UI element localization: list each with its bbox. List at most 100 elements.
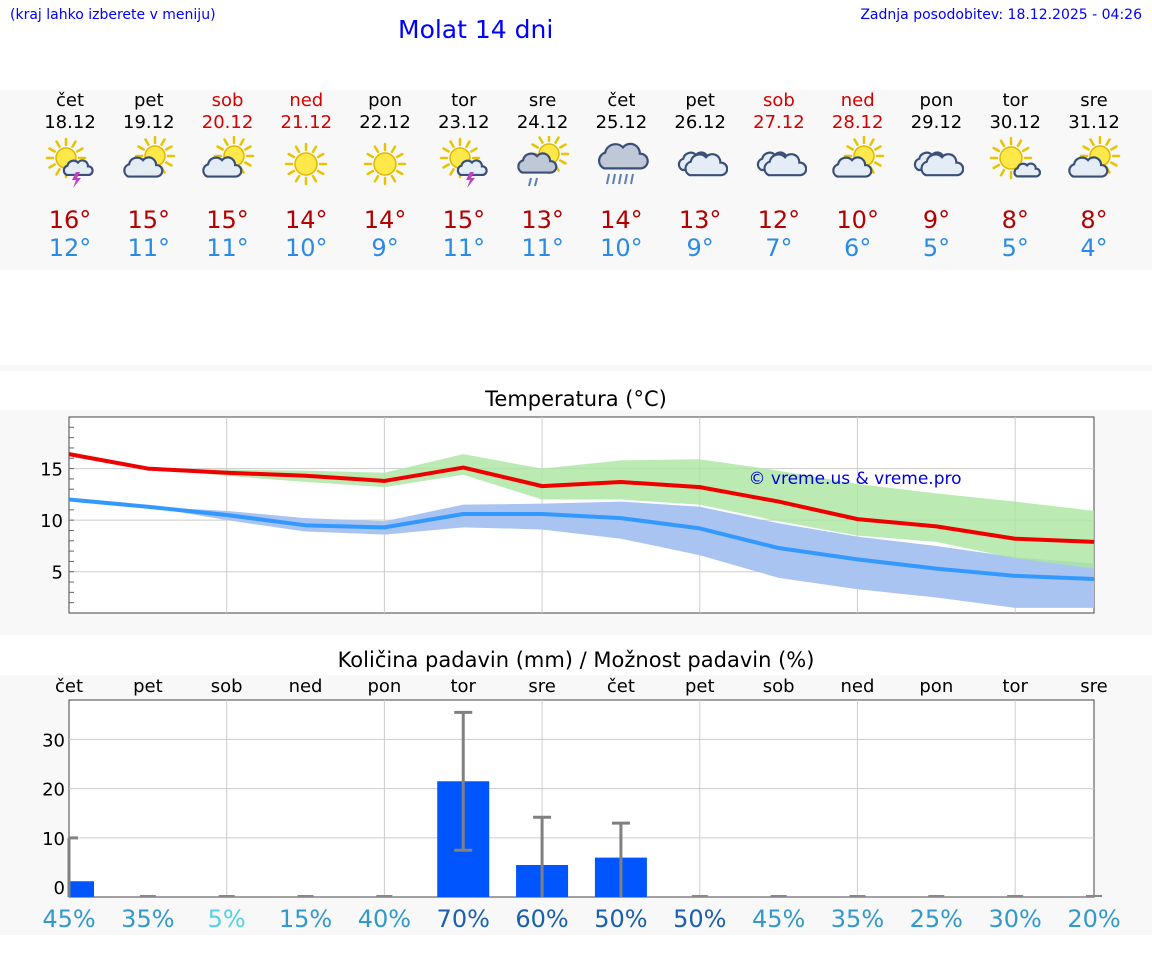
temp-max: 15° [442, 206, 486, 234]
y-tick-label: 20 [42, 780, 65, 801]
error-bar [611, 821, 630, 897]
precip-probability: 60% [515, 905, 568, 933]
day-date: 24.12 [516, 112, 569, 133]
day-name: pet [133, 90, 164, 111]
x-category-label: čet [55, 676, 83, 697]
temp-min: 11° [206, 234, 249, 262]
precip-probability: 15% [279, 905, 332, 933]
day-column: sob 27.12 12° 7° [739, 90, 819, 262]
temp-max: 10° [836, 206, 879, 234]
x-category-label: sre [1080, 676, 1107, 697]
day-name: pon [368, 90, 402, 111]
temp-min: 6° [844, 234, 872, 262]
day-name: tor [1002, 90, 1028, 111]
cloud-sun-icon [121, 135, 177, 192]
y-tick-label: 30 [42, 730, 65, 751]
day-date: 22.12 [359, 112, 411, 133]
temp-max: 14° [600, 206, 643, 234]
precip-probability: 45% [752, 905, 805, 933]
day-column: pon 29.12 9° 5° [896, 90, 976, 262]
temp-max: 8° [1001, 206, 1029, 234]
temp-min: 11° [521, 234, 564, 262]
temp-min: 9° [686, 234, 714, 262]
day-column: sre 24.12 13° 11° [503, 90, 583, 262]
day-name: sre [528, 90, 557, 111]
day-column: sob 20.12 15° 11° [188, 90, 268, 262]
last-update: Zadnja posodobitev: 18.12.2025 - 04:26 [860, 7, 1142, 23]
cloud-icon [908, 136, 965, 192]
x-category-label: pet [133, 676, 163, 697]
y-tick-label: 10 [42, 829, 65, 850]
cloud-sun-icon [1066, 135, 1122, 192]
temp-max: 13° [678, 206, 722, 234]
day-name: čet [55, 90, 85, 111]
max-range-band [69, 454, 1094, 569]
day-date: 20.12 [201, 112, 254, 133]
sun-icon [278, 136, 334, 192]
temp-min: 9° [371, 234, 399, 262]
temp-min: 5° [922, 234, 951, 262]
day-column: ned 21.12 14° 10° [266, 90, 346, 262]
sun-cloud-thunder-icon [42, 136, 98, 192]
location-hint: (kraj lahko izberete v meniju) [10, 7, 216, 23]
precip-probability: 20% [1067, 905, 1120, 933]
x-category-label: čet [607, 676, 635, 697]
min-temp-line [68, 497, 1095, 581]
precip-probability: 40% [358, 905, 411, 933]
temp-max: 14° [363, 206, 407, 234]
plot-area [68, 699, 1095, 898]
day-date: 28.12 [831, 112, 884, 133]
day-name: čet [607, 90, 636, 111]
day-column: pet 26.12 13° 9° [660, 90, 740, 262]
temperature-chart: 5 10 15 © vreme.us & vreme.pro [40, 416, 1095, 614]
day-date: 26.12 [674, 112, 726, 133]
cloud-heavy-rain-icon [593, 136, 650, 192]
temp-min: 5° [1001, 234, 1029, 262]
x-category-label: ned [841, 676, 875, 697]
precip-probability: 35% [831, 905, 884, 933]
day-name: ned [840, 90, 875, 111]
y-tick-label: 10 [40, 511, 63, 532]
day-name: ned [289, 90, 324, 111]
sun-small-cloud-icon [987, 136, 1043, 192]
day-date: 31.12 [1068, 112, 1120, 133]
precip-probability: 5% [208, 905, 246, 933]
x-category-label: tor [450, 676, 476, 697]
temp-min: 10° [285, 234, 328, 262]
day-date: 25.12 [595, 112, 648, 133]
y-tick-label: 15 [40, 460, 63, 481]
temp-max: 12° [757, 206, 801, 234]
error-bar [67, 836, 78, 897]
temp-min: 4° [1080, 234, 1108, 262]
y-tick-label: 5 [52, 563, 63, 584]
last-update-value: 18.12.2025 - 04:26 [1007, 7, 1142, 23]
day-name: sre [1080, 90, 1108, 111]
precipitation-chart: čet pet sob ned pon tor sre čet pet sob ned pon tor s… [42, 676, 1121, 933]
precip-probability: 45% [42, 905, 95, 933]
sun-icon [357, 136, 413, 192]
page-title: Molat 14 dni [398, 15, 554, 44]
cloud-sun-icon [200, 135, 256, 192]
temp-min: 12° [48, 234, 92, 262]
day-date: 19.12 [123, 112, 175, 133]
day-date: 30.12 [989, 112, 1041, 133]
day-date: 29.12 [910, 112, 963, 133]
x-category-label: tor [1002, 676, 1028, 697]
x-category-label: sob [763, 676, 795, 697]
error-bar [454, 710, 473, 852]
divider [0, 365, 1152, 371]
day-column: ned 28.12 10° 6° [818, 90, 898, 262]
forecast-panel [0, 90, 1152, 270]
day-column: sre 31.12 8° 4° [1054, 90, 1134, 262]
precip-probability: 70% [437, 905, 490, 933]
temp-min: 11° [127, 234, 171, 262]
precip-chart-title: Količina padavin (mm) / Možnost padavin … [337, 648, 815, 672]
day-column: čet 18.12 16° 12° [30, 90, 110, 262]
y-tick-label: 0 [54, 878, 65, 899]
temp-min: 10° [600, 234, 643, 262]
day-column: tor 30.12 8° 5° [975, 90, 1055, 262]
precip-probability: 25% [910, 905, 963, 933]
sun-cloud-rain-icon [515, 133, 571, 192]
temperature-chart-title: Temperatura (°C) [485, 387, 667, 411]
precip-bar [69, 881, 94, 897]
